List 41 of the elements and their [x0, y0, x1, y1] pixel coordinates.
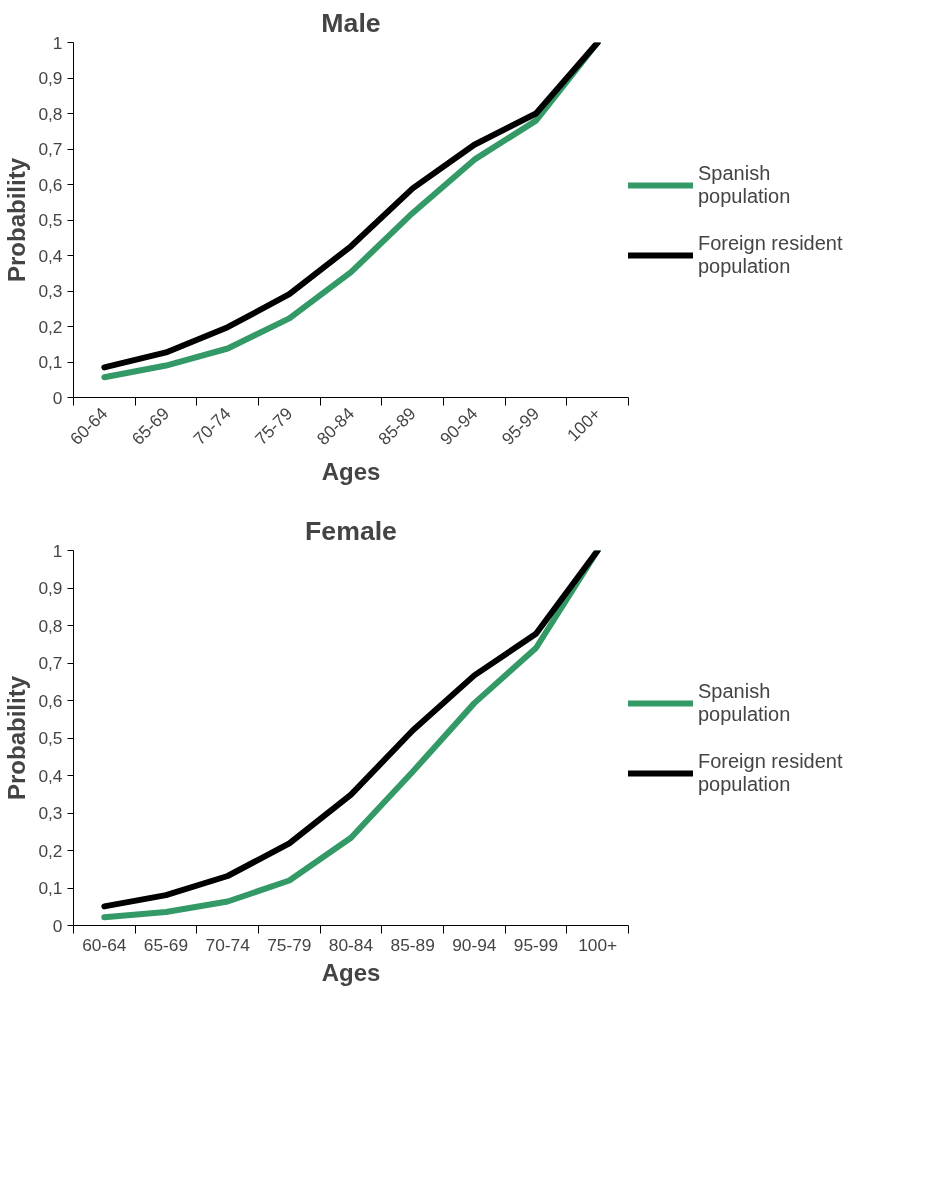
- chart-title: Female: [305, 515, 397, 546]
- y-tick-label: 0,7: [38, 653, 63, 673]
- y-tick-label: 0,1: [38, 878, 63, 898]
- x-tick-label: 75-79: [267, 934, 312, 955]
- legend-label: Spanish population: [698, 678, 791, 727]
- y-tick-label: 0,8: [38, 615, 63, 636]
- x-tick-label: 95-99: [513, 934, 559, 955]
- legend-label: Foreign resident population: [698, 748, 843, 797]
- x-axis-title: Ages: [321, 958, 381, 986]
- y-tick-label: 0: [52, 915, 63, 936]
- y-axis-title: Probability: [3, 675, 31, 801]
- x-tick-label: 80-84: [328, 934, 374, 955]
- x-tick-label: 85-89: [390, 934, 435, 955]
- chart-title: Male: [321, 7, 381, 38]
- y-tick-label: 0,5: [38, 210, 63, 230]
- y-tick-label: 0,3: [38, 803, 63, 823]
- y-tick-label: 0,2: [38, 316, 63, 337]
- legend-label: Foreign resident population: [698, 230, 843, 279]
- y-tick-label: 1: [52, 32, 63, 53]
- y-tick-label: 0,3: [38, 281, 63, 301]
- y-tick-label: 0: [52, 387, 63, 408]
- y-tick-label: 0,4: [38, 765, 63, 786]
- x-tick-label: 60-64: [82, 934, 127, 955]
- x-axis-title: Ages: [321, 458, 381, 486]
- y-tick-label: 0,9: [38, 578, 63, 598]
- x-tick-label: 70-74: [205, 934, 251, 955]
- x-tick-label: 65-69: [143, 934, 189, 955]
- y-tick-label: 0,9: [38, 68, 63, 88]
- y-tick-label: 0,5: [38, 728, 63, 748]
- legend-label: Spanish population: [698, 160, 791, 209]
- y-tick-label: 0,4: [38, 245, 63, 266]
- y-tick-label: 0,8: [38, 103, 63, 124]
- y-tick-label: 0,1: [38, 352, 63, 372]
- y-tick-label: 0,6: [38, 690, 63, 711]
- y-axis-title: Probability: [3, 157, 31, 283]
- x-tick-label: 90-94: [452, 934, 497, 955]
- y-tick-label: 1: [52, 540, 63, 561]
- x-tick-label: 100+: [578, 934, 618, 955]
- y-tick-label: 0,7: [38, 139, 63, 159]
- y-tick-label: 0,2: [38, 840, 63, 861]
- y-tick-label: 0,6: [38, 174, 63, 195]
